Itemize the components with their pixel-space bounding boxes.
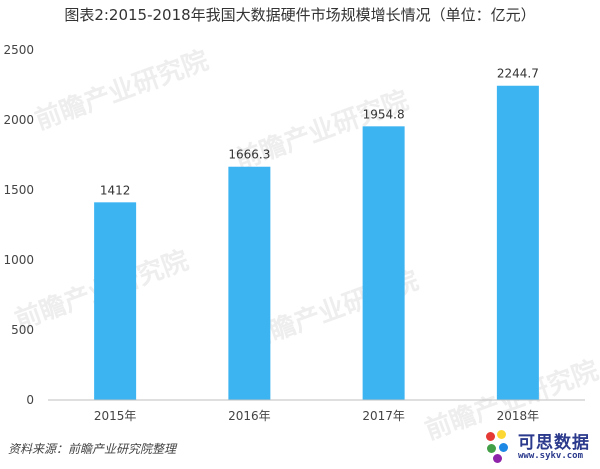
logo-dot-yellow: [497, 430, 506, 439]
bar: [94, 202, 137, 400]
x-tick-label: 2016年: [228, 409, 271, 423]
y-tick-label: 500: [11, 323, 34, 337]
y-tick-label: 2500: [3, 43, 34, 57]
bar-value-label: 1666.3: [228, 148, 270, 162]
logo-dot-red: [486, 432, 495, 441]
x-axis: 2015年 2016年 2017年 2018年: [48, 399, 585, 423]
y-tick-label: 1500: [3, 183, 34, 197]
bar: [362, 126, 405, 400]
logo-dot-blue: [499, 443, 508, 452]
bar-value-label: 1412: [100, 183, 131, 197]
x-tick-label: 2018年: [497, 409, 540, 423]
logo-dot-green: [487, 444, 496, 453]
chart-title: 图表2:2015-2018年我国大数据硬件市场规模增长情况（单位：亿元）: [64, 6, 536, 24]
y-axis: 0 500 1000 1500 2000 2500: [3, 43, 34, 407]
y-tick-label: 1000: [3, 253, 34, 267]
y-tick-label: 0: [26, 393, 34, 407]
bar-value-label: 1954.8: [363, 107, 405, 121]
source-note: 资料来源：前瞻产业研究院整理: [8, 442, 177, 456]
bars: 1412 1666.3 1954.8 2244.7: [94, 67, 539, 400]
x-tick-label: 2015年: [94, 409, 137, 423]
bar-value-label: 2244.7: [497, 67, 539, 81]
site-logo: 可思数据 www.sykv.com: [482, 426, 600, 469]
bar: [228, 166, 271, 400]
y-tick-label: 2000: [3, 113, 34, 127]
logo-url: www.sykv.com: [518, 451, 584, 461]
x-tick-label: 2017年: [362, 409, 405, 423]
logo-dot-purple: [493, 454, 502, 463]
logo-name: 可思数据: [518, 433, 590, 453]
bar: [496, 85, 539, 400]
